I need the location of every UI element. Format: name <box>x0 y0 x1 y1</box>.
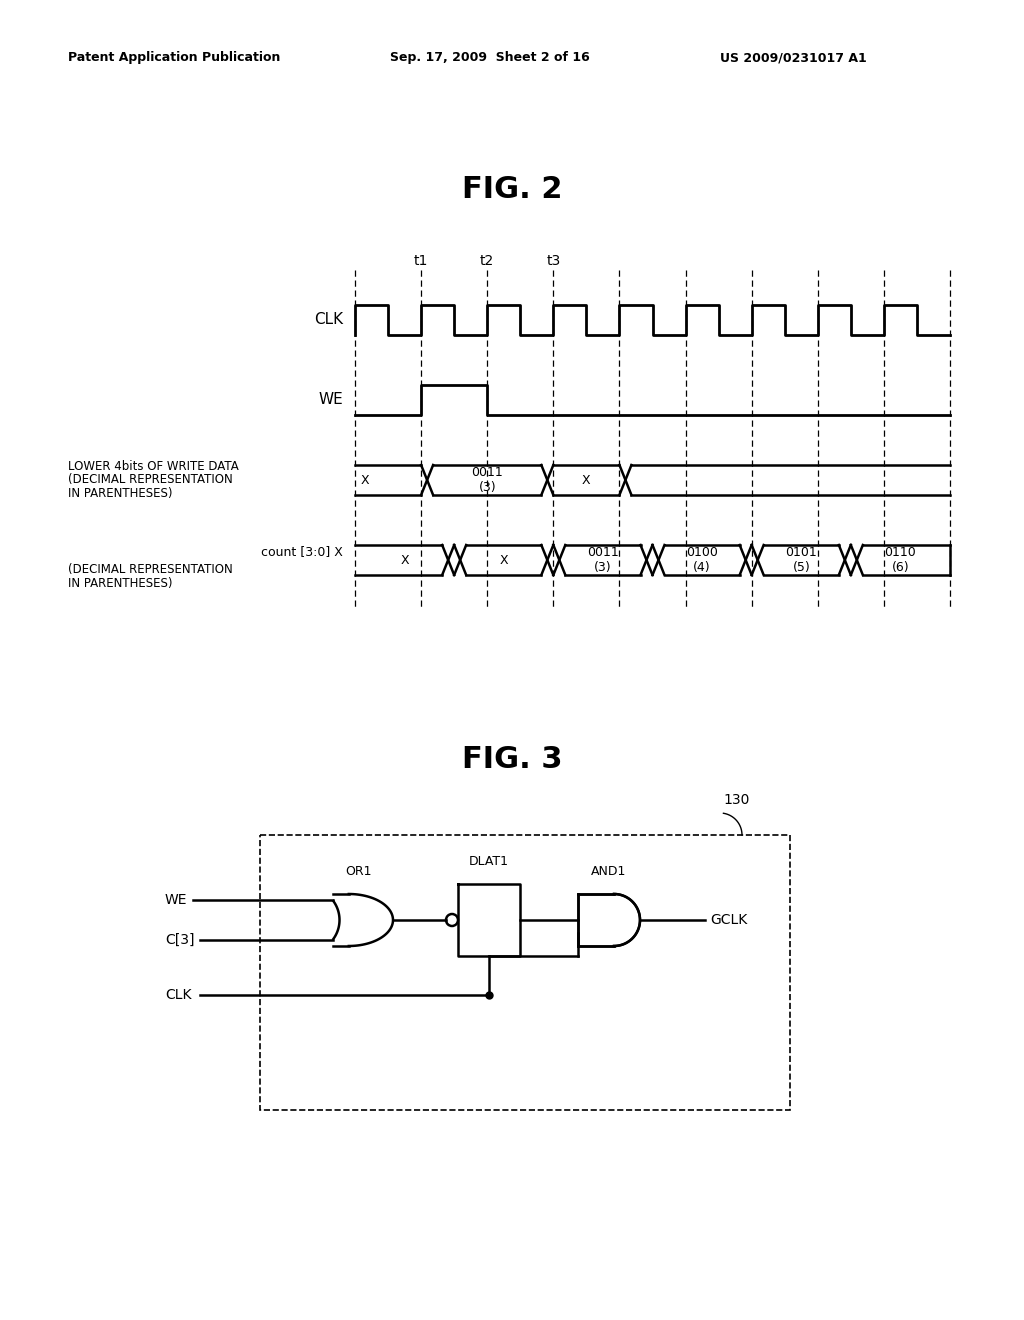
Text: X: X <box>360 474 370 487</box>
Text: 0110
(6): 0110 (6) <box>885 546 916 574</box>
Text: X: X <box>400 553 409 566</box>
Bar <box>260 836 790 1110</box>
Text: CLK: CLK <box>314 313 343 327</box>
Text: 0101
(5): 0101 (5) <box>785 546 817 574</box>
Text: (DECIMAL REPRESENTATION: (DECIMAL REPRESENTATION <box>68 474 232 487</box>
Text: US 2009/0231017 A1: US 2009/0231017 A1 <box>720 51 866 65</box>
Text: 0011
(3): 0011 (3) <box>471 466 503 494</box>
Text: OR1: OR1 <box>346 865 373 878</box>
Text: IN PARENTHESES): IN PARENTHESES) <box>68 487 172 500</box>
Text: CLK: CLK <box>165 987 191 1002</box>
Text: (DECIMAL REPRESENTATION: (DECIMAL REPRESENTATION <box>68 564 232 577</box>
Text: 0011
(3): 0011 (3) <box>587 546 618 574</box>
Text: X: X <box>500 553 508 566</box>
Text: 130: 130 <box>723 793 750 807</box>
Text: count [3:0] X: count [3:0] X <box>261 545 343 558</box>
Text: Patent Application Publication: Patent Application Publication <box>68 51 281 65</box>
Text: C[3]: C[3] <box>165 933 195 946</box>
Text: Sep. 17, 2009  Sheet 2 of 16: Sep. 17, 2009 Sheet 2 of 16 <box>390 51 590 65</box>
Text: IN PARENTHESES): IN PARENTHESES) <box>68 578 172 590</box>
Text: t2: t2 <box>480 253 495 268</box>
Text: LOWER 4bits OF WRITE DATA: LOWER 4bits OF WRITE DATA <box>68 459 239 473</box>
Text: FIG. 2: FIG. 2 <box>462 176 562 205</box>
Text: DLAT1: DLAT1 <box>469 855 509 869</box>
Text: WE: WE <box>318 392 343 408</box>
Text: t3: t3 <box>546 253 560 268</box>
Text: AND1: AND1 <box>591 865 627 878</box>
Text: t1: t1 <box>414 253 428 268</box>
Text: GCLK: GCLK <box>710 913 748 927</box>
Text: FIG. 3: FIG. 3 <box>462 746 562 775</box>
Text: 0100
(4): 0100 (4) <box>686 546 718 574</box>
Text: WE: WE <box>165 894 187 907</box>
Text: X: X <box>582 474 591 487</box>
